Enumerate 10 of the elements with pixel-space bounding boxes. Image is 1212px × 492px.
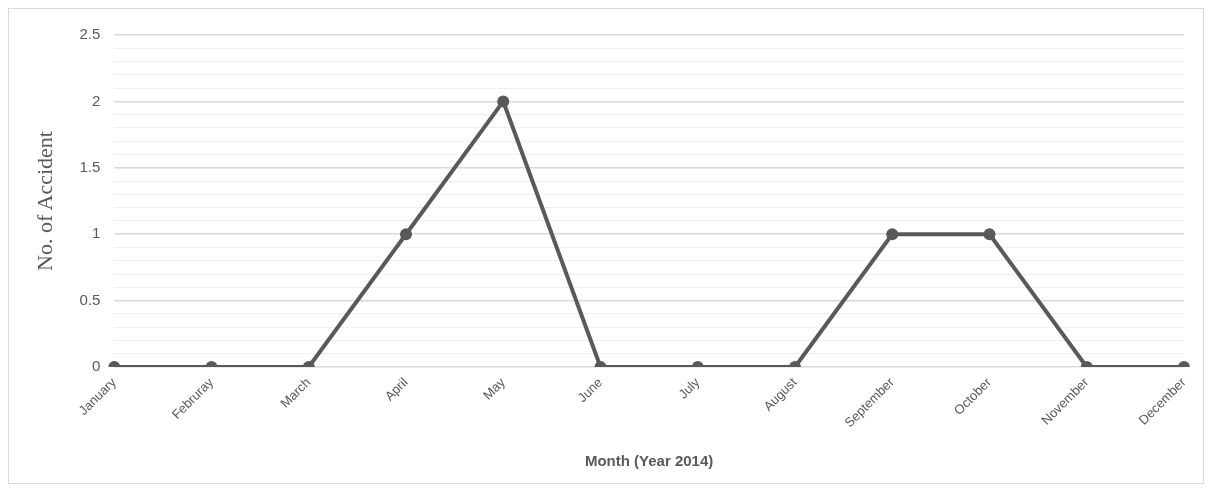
y-tick-label: 1.5 bbox=[79, 157, 101, 175]
y-tick-label: 0.5 bbox=[79, 290, 101, 308]
y-tick-label: 2 bbox=[91, 91, 101, 109]
y-axis-title: No. of Accident bbox=[31, 131, 57, 271]
x-tick-label: May bbox=[479, 374, 509, 403]
x-axis-title: Month (Year 2014) bbox=[584, 452, 714, 470]
x-tick-label: July bbox=[675, 374, 703, 402]
y-tick-label: 2.5 bbox=[79, 25, 101, 43]
y-tick-label: 1 bbox=[91, 224, 101, 242]
y-tick-label: 0 bbox=[91, 357, 101, 375]
